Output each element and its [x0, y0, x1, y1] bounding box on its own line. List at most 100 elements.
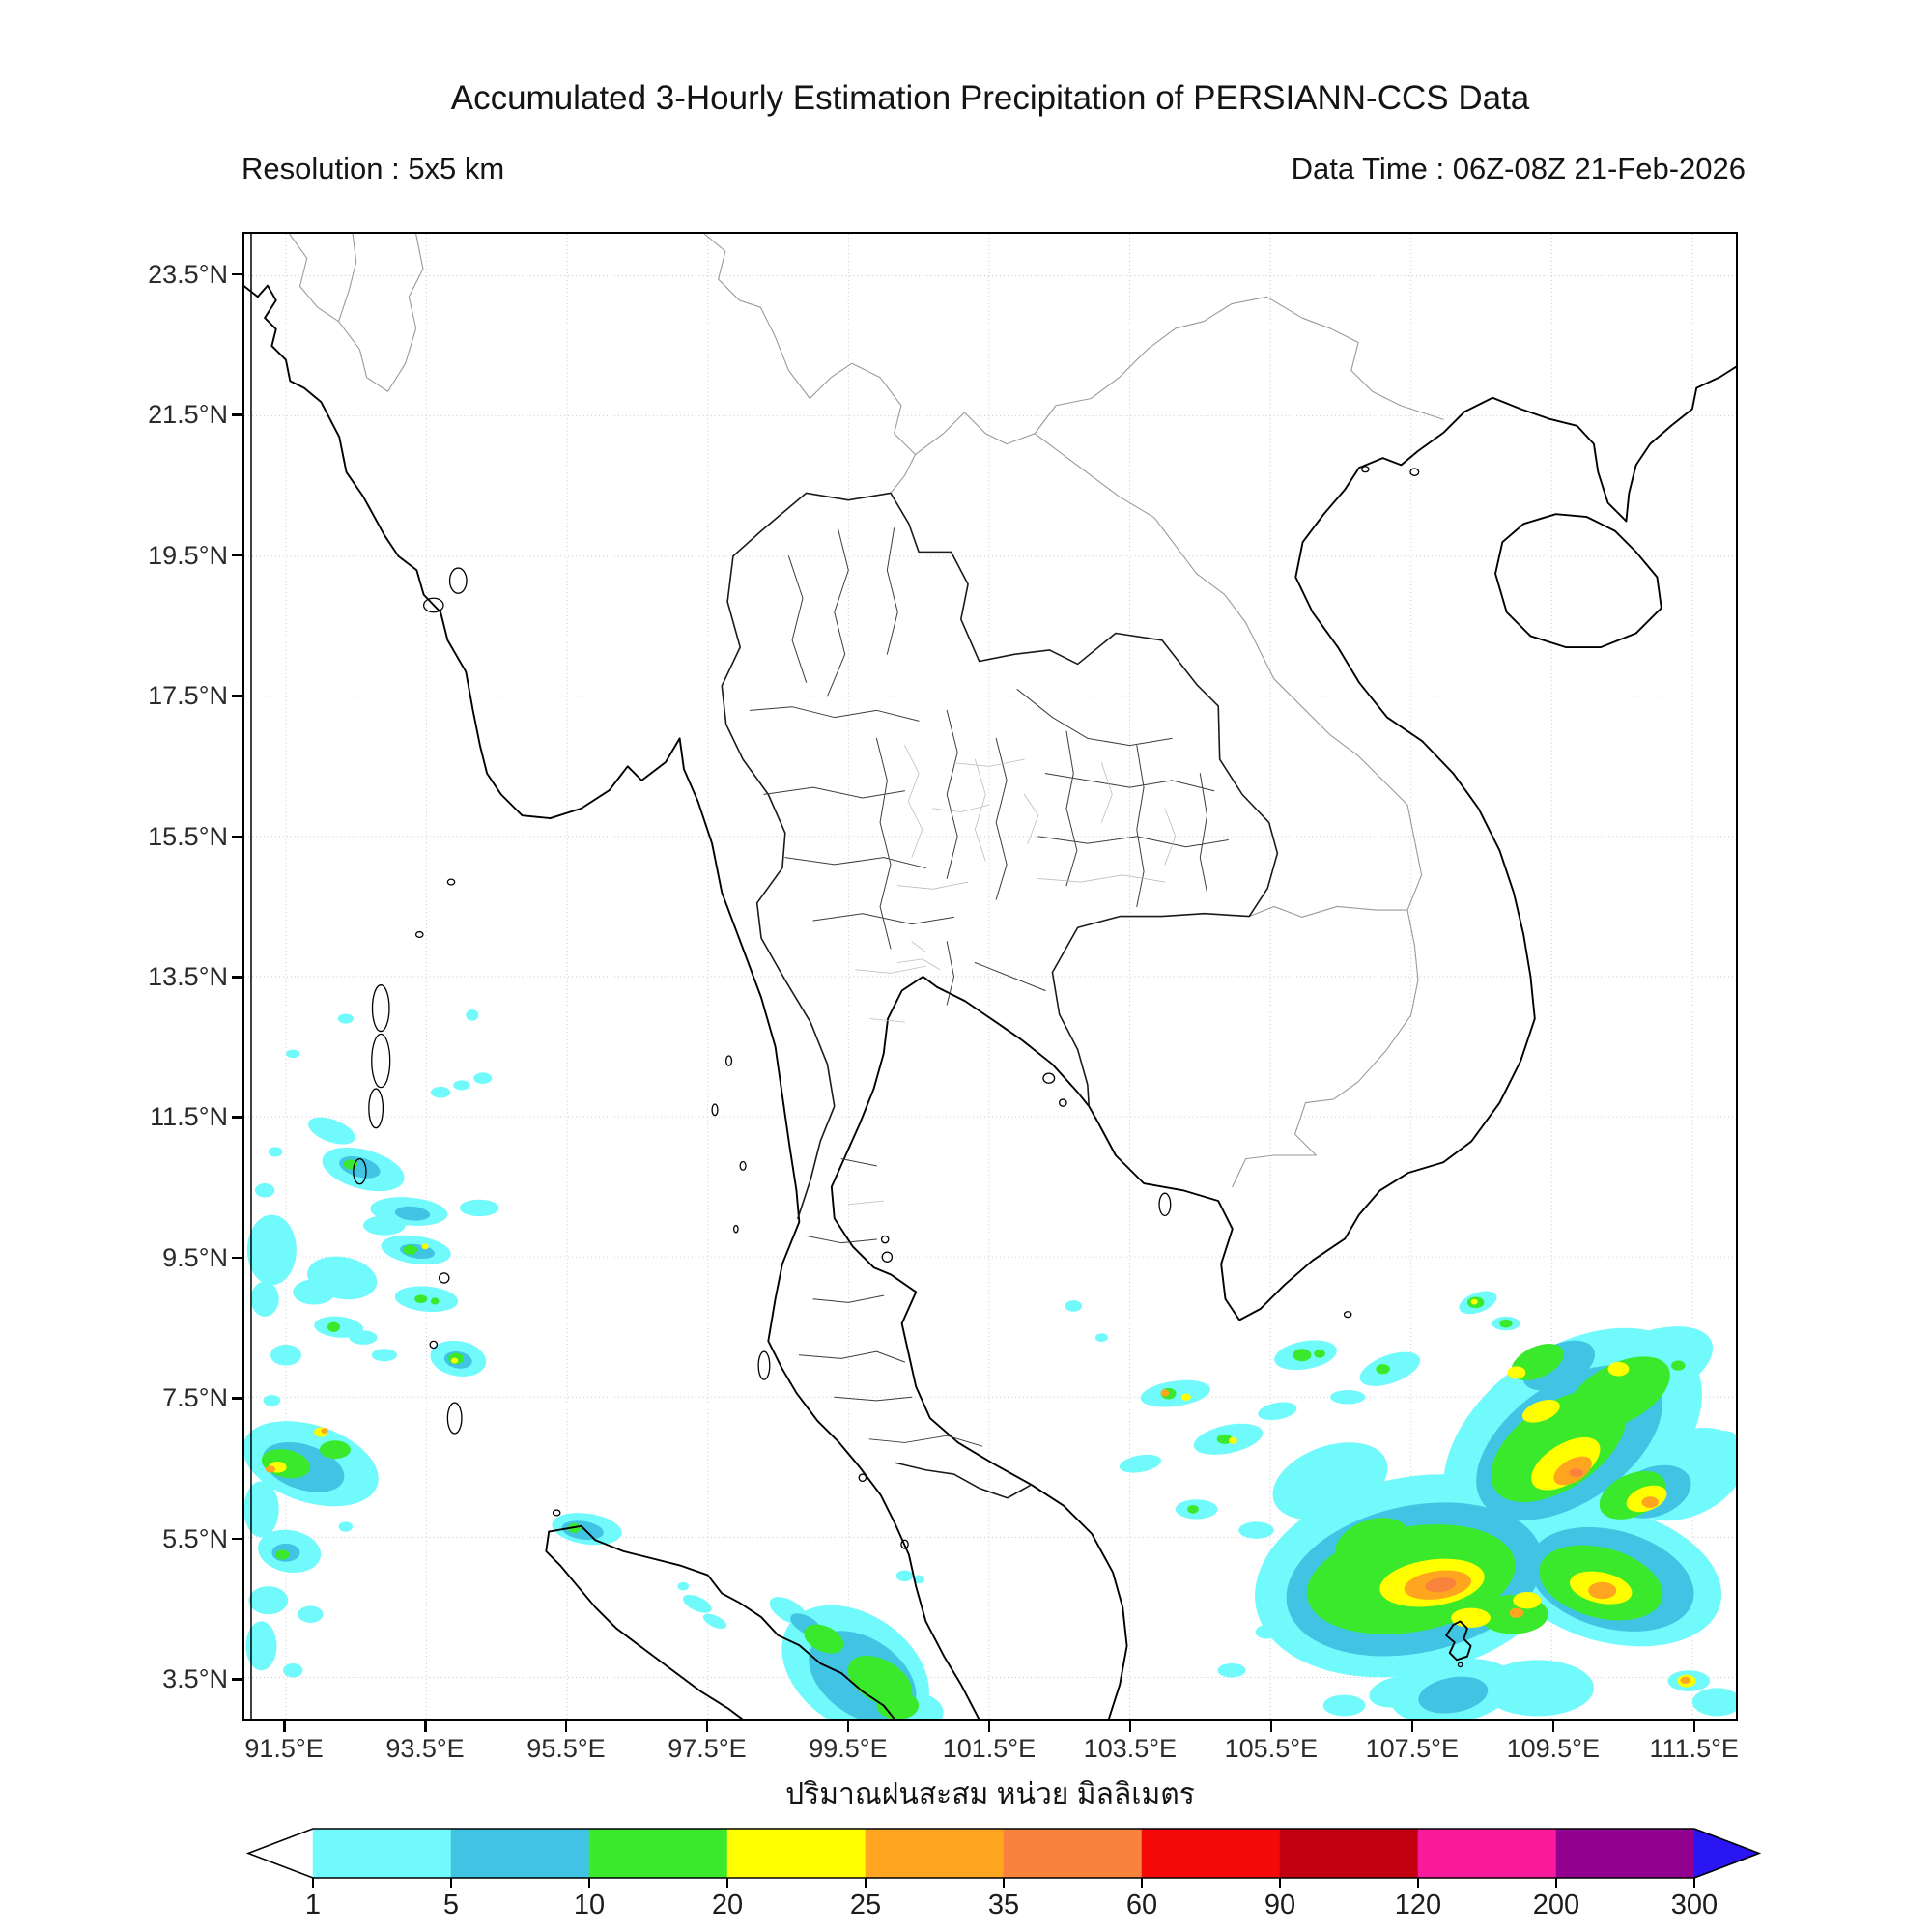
- colorbar-tick-label: 35: [988, 1889, 1019, 1920]
- precip-patch-level-5: [265, 1465, 276, 1473]
- colorbar-tick-label: 90: [1264, 1889, 1295, 1920]
- colorbar-tick-label: 5: [443, 1889, 459, 1920]
- island: [1060, 1099, 1066, 1106]
- precip-patch-level-3: [1671, 1360, 1686, 1371]
- island: [369, 1089, 384, 1128]
- precip-patch-level-1: [1369, 1675, 1433, 1708]
- precip-patch-level-1: [453, 1080, 470, 1091]
- precipitation-layer: [244, 1009, 1736, 1719]
- x-tick-label: 91.5°E: [244, 1734, 324, 1763]
- island: [1362, 467, 1369, 472]
- island: [554, 1510, 560, 1516]
- precip-patch-level-3: [414, 1294, 428, 1304]
- hainan-island: [1495, 514, 1662, 647]
- colorbar-segment: [1003, 1828, 1143, 1879]
- xaxis-unit-label-thai: ปริมาณฝนสะสม หน่วย มิลลิเมตร: [785, 1778, 1195, 1810]
- y-tick-mark: [232, 976, 242, 979]
- precip-patch-level-3: [430, 1297, 440, 1305]
- precip-patch-level-1: [1710, 1431, 1736, 1448]
- precip-patch-level-1: [1238, 1521, 1274, 1539]
- island: [416, 932, 423, 938]
- precip-patch-level-3: [1335, 1518, 1410, 1572]
- precip-patch-level-1: [268, 1147, 283, 1157]
- colorbar-segment: [726, 1828, 867, 1879]
- island: [901, 1540, 908, 1548]
- precip-patch-level-3: [319, 1440, 351, 1460]
- precip-patch-level-1: [1258, 1402, 1297, 1421]
- precip-patch-level-1: [1119, 1454, 1161, 1473]
- precip-patch-level-4: [1521, 1399, 1560, 1423]
- y-tick-label: 7.5°N: [162, 1383, 228, 1413]
- precip-patch-level-1: [473, 1072, 493, 1084]
- island: [734, 1226, 738, 1233]
- province-boundaries: [750, 528, 1228, 1446]
- figure-title: Accumulated 3-Hourly Estimation Precipit…: [450, 79, 1530, 117]
- precip-patch-level-1: [338, 1521, 354, 1532]
- coastline-sumatra-northeast: [549, 1526, 895, 1719]
- precip-patch-level-5: [1680, 1676, 1690, 1684]
- colorbar-tick-label: 60: [1126, 1889, 1157, 1920]
- precip-patch-level-1: [682, 1594, 712, 1613]
- island: [1159, 1193, 1171, 1215]
- precip-patch-level-1: [263, 1395, 281, 1406]
- precip-patch-level-3: [876, 1690, 920, 1719]
- colorbar-tick-label: 120: [1395, 1889, 1441, 1920]
- precip-patch-level-2: [1418, 1676, 1489, 1714]
- colorbar-under-arrow: [248, 1829, 313, 1878]
- precip-patch-level-1: [702, 1613, 727, 1630]
- x-tick-mark: [1269, 1721, 1273, 1732]
- precip-patch-level-1: [254, 1183, 275, 1198]
- colorbar-segment: [1417, 1828, 1557, 1879]
- x-tick-mark: [1128, 1721, 1132, 1732]
- precip-patch-level-1: [1329, 1390, 1366, 1405]
- y-tick-label: 17.5°N: [148, 681, 228, 711]
- y-tick-mark: [232, 1116, 242, 1119]
- precip-patch-level-1: [293, 1279, 335, 1305]
- island: [758, 1351, 770, 1379]
- x-tick-label: 93.5°E: [385, 1734, 465, 1763]
- precip-patch-level-1: [285, 1049, 300, 1059]
- precip-patch-level-1: [349, 1330, 378, 1345]
- x-tick-mark: [1692, 1721, 1696, 1732]
- colorbar-over-arrow: [1694, 1829, 1759, 1878]
- island: [372, 1034, 390, 1087]
- x-tick-label: 103.5°E: [1083, 1734, 1178, 1763]
- precip-patch-level-1: [1691, 1688, 1736, 1717]
- x-tick-label: 107.5°E: [1365, 1734, 1459, 1763]
- y-tick-mark: [232, 695, 242, 697]
- map-frame: [242, 232, 1738, 1721]
- colorbar-tick-label: 1: [305, 1889, 321, 1920]
- precip-patch-level-3: [327, 1321, 341, 1332]
- precip-patch-level-1: [1217, 1662, 1246, 1678]
- y-tick-mark: [232, 413, 242, 416]
- precip-patch-level-1: [307, 1117, 355, 1145]
- map-canvas: [244, 234, 1736, 1719]
- y-tick-mark: [232, 1397, 242, 1400]
- precip-patch-level-1: [1065, 1300, 1082, 1312]
- precip-patch-level-4: [1507, 1366, 1526, 1379]
- precip-patch-level-3: [1187, 1505, 1199, 1514]
- precip-patch-level-1: [1094, 1333, 1108, 1342]
- x-tick-label: 101.5°E: [942, 1734, 1037, 1763]
- island: [882, 1236, 889, 1242]
- precip-patch-level-1: [363, 1215, 406, 1236]
- precip-patch-level-4: [1229, 1436, 1237, 1444]
- x-tick-mark: [564, 1721, 568, 1732]
- colorbar-tick-label: 200: [1533, 1889, 1579, 1920]
- precip-patch-level-5: [321, 1428, 328, 1435]
- x-tick-label: 105.5°E: [1224, 1734, 1319, 1763]
- precip-patch-level-5: [1641, 1496, 1659, 1508]
- precip-patch-level-4: [1451, 1607, 1491, 1628]
- y-tick-label: 21.5°N: [148, 400, 228, 430]
- natuna-island: [1446, 1621, 1470, 1660]
- precip-patch-level-3: [1216, 1434, 1233, 1444]
- precip-patch-level-1: [245, 1621, 277, 1671]
- precip-patch-level-2: [394, 1206, 431, 1221]
- colorbar-tick-label: 20: [712, 1889, 743, 1920]
- precip-patch-level-1: [298, 1605, 324, 1623]
- precip-patch-level-1: [466, 1009, 479, 1021]
- colorbar-tick-label: 10: [574, 1889, 605, 1920]
- island: [1345, 1312, 1351, 1318]
- precip-patch-level-4: [451, 1357, 459, 1364]
- y-tick-label: 15.5°N: [148, 821, 228, 851]
